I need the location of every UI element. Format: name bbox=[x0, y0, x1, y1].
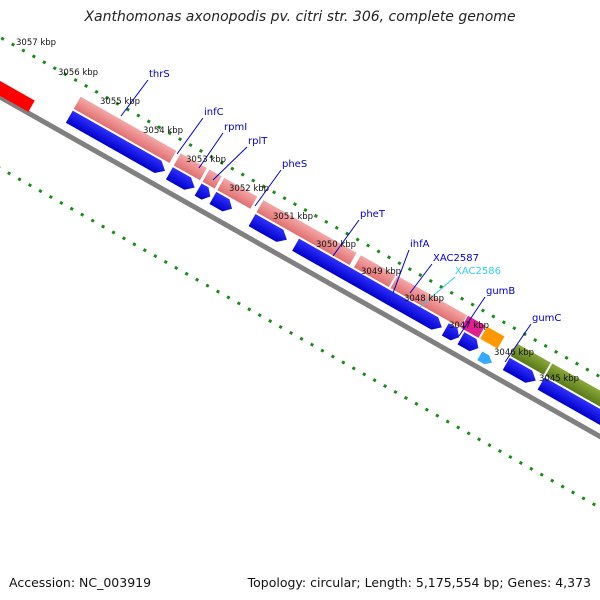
gene-label-gumC[interactable]: gumC bbox=[532, 313, 561, 324]
gene-label-infC[interactable]: infC bbox=[204, 107, 224, 118]
gene-pheT-bar bbox=[353, 255, 396, 288]
cds-arrow bbox=[209, 191, 233, 212]
cds-arrow-small bbox=[477, 351, 492, 365]
tick-label: 3057 kbp bbox=[16, 38, 56, 48]
gene-thrS-bar bbox=[73, 96, 177, 164]
genome-summary-label: Topology: circular; Length: 5,175,554 bp… bbox=[247, 575, 591, 590]
gene-ihfA-bar bbox=[461, 315, 486, 338]
tick-label: 3055 kbp bbox=[100, 97, 140, 107]
accession-label: Accession: NC_003919 bbox=[9, 575, 152, 590]
tick-label: 3045 kbp bbox=[539, 374, 579, 384]
cds-arrow bbox=[292, 238, 442, 330]
gene-label-leader bbox=[254, 169, 282, 207]
tick-label: 3051 kbp bbox=[273, 212, 313, 222]
gene-label-leader bbox=[198, 132, 224, 169]
cds-arrow bbox=[537, 377, 600, 428]
tick-label: 3056 kbp bbox=[58, 68, 98, 78]
gene-label-leader bbox=[392, 249, 410, 294]
gene-label-leader bbox=[212, 146, 248, 181]
tick-label: 3046 kbp bbox=[494, 348, 534, 358]
gene-label-leader bbox=[120, 79, 149, 117]
gene-label-pheT[interactable]: pheT bbox=[360, 209, 386, 220]
gene-gumB-bar bbox=[510, 343, 551, 375]
tick-label: 3050 kbp bbox=[316, 240, 356, 250]
gene-label-rplT[interactable]: rplT bbox=[248, 136, 268, 147]
gene-label-XAC2586[interactable]: XAC2586 bbox=[455, 266, 501, 277]
gene-label-leader bbox=[419, 276, 456, 308]
cds-arrow bbox=[65, 110, 166, 173]
gene-XAC2587-bar bbox=[480, 326, 505, 349]
cds-arrow bbox=[165, 167, 195, 190]
outer-dotted-ring bbox=[0, 30, 600, 428]
gene-label-ihfA[interactable]: ihfA bbox=[410, 239, 430, 250]
tick-label: 3054 kbp bbox=[143, 126, 183, 136]
gene-label-rpmI[interactable]: rpmI bbox=[224, 122, 247, 133]
gene-label-leader bbox=[176, 117, 204, 155]
cds-arrow bbox=[457, 332, 479, 352]
tick-label: 3053 kbp bbox=[186, 155, 226, 165]
gene-gumB-bar-2 bbox=[545, 363, 600, 417]
gene-label-thrS[interactable]: thrS bbox=[149, 69, 170, 80]
tick-label: 3049 kbp bbox=[361, 267, 401, 277]
gene-rplT-bar bbox=[217, 177, 258, 209]
tick-label: 3052 kbp bbox=[229, 184, 269, 194]
gene-infC-bar bbox=[173, 153, 207, 181]
cds-arrow bbox=[502, 357, 536, 383]
gene-label-leader bbox=[332, 219, 360, 257]
gene-label-pheS[interactable]: pheS bbox=[282, 159, 307, 170]
gene-pheS-bar bbox=[256, 200, 357, 265]
red-feature bbox=[0, 65, 35, 112]
cds-arrow bbox=[248, 213, 287, 242]
map-title: Xanthomonas axonopodis pv. citri str. 30… bbox=[84, 9, 516, 25]
cds-arrow bbox=[441, 323, 460, 341]
gene-label-XAC2587[interactable]: XAC2587 bbox=[433, 253, 479, 264]
tick-label: 3047 kbp bbox=[449, 321, 489, 331]
gene-label-gumB[interactable]: gumB bbox=[486, 286, 515, 297]
gene-label-leader bbox=[458, 296, 486, 337]
inner-dotted-ring bbox=[0, 129, 600, 527]
gene-label-leader bbox=[409, 263, 433, 294]
cds-arrow bbox=[194, 183, 211, 200]
genome-backbone bbox=[0, 75, 600, 474]
gene-label-leader bbox=[504, 323, 532, 363]
gene-rpmI-bar bbox=[202, 169, 222, 189]
tick-label: 3048 kbp bbox=[404, 294, 444, 304]
gene-pheT-bar-2 bbox=[390, 275, 468, 328]
